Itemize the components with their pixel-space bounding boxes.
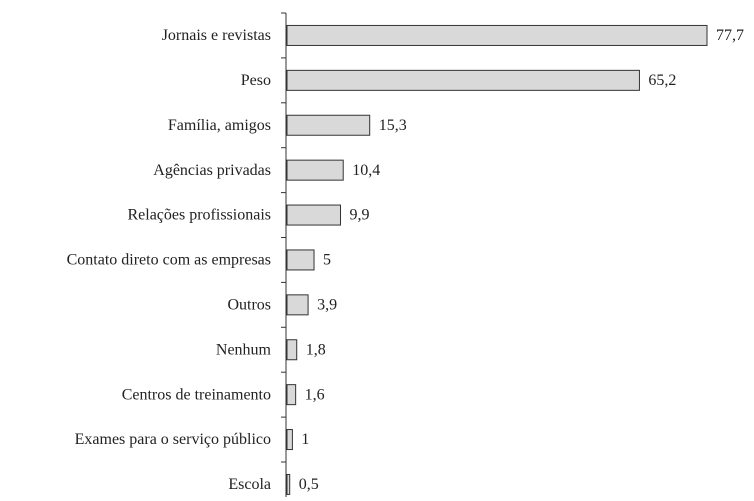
bar [286,294,309,316]
category-label: Agências privadas [153,162,271,179]
bar [286,339,298,361]
bar [286,114,371,136]
bar [286,249,315,271]
bar [286,429,293,451]
category-label: Contato direto com as empresas [67,252,271,269]
bar [286,204,342,226]
value-label: 5 [323,252,331,269]
category-label: Nenhum [216,341,272,358]
value-label: 0,5 [299,476,319,493]
category-label: Relações profissionais [127,207,271,224]
value-label: 65,2 [648,72,676,89]
bar [286,69,640,91]
bar [286,159,344,181]
value-label: 1 [301,431,309,448]
category-label: Centros de treinamento [122,386,271,403]
bar [286,384,297,406]
value-label: 1,6 [305,386,325,403]
value-label: 3,9 [317,297,337,314]
value-label: 77,7 [716,27,744,44]
category-label: Escola [228,476,271,493]
value-label: 15,3 [379,117,407,134]
value-label: 10,4 [352,162,380,179]
category-label: Peso [241,72,271,89]
bar [286,24,708,46]
value-label: 9,9 [350,207,370,224]
category-label: Família, amigos [168,117,271,134]
category-label: Outros [227,297,271,314]
category-label: Jornais e revistas [162,27,271,44]
category-label: Exames para o serviço público [75,431,271,448]
value-label: 1,8 [306,341,326,358]
bar [286,473,291,495]
